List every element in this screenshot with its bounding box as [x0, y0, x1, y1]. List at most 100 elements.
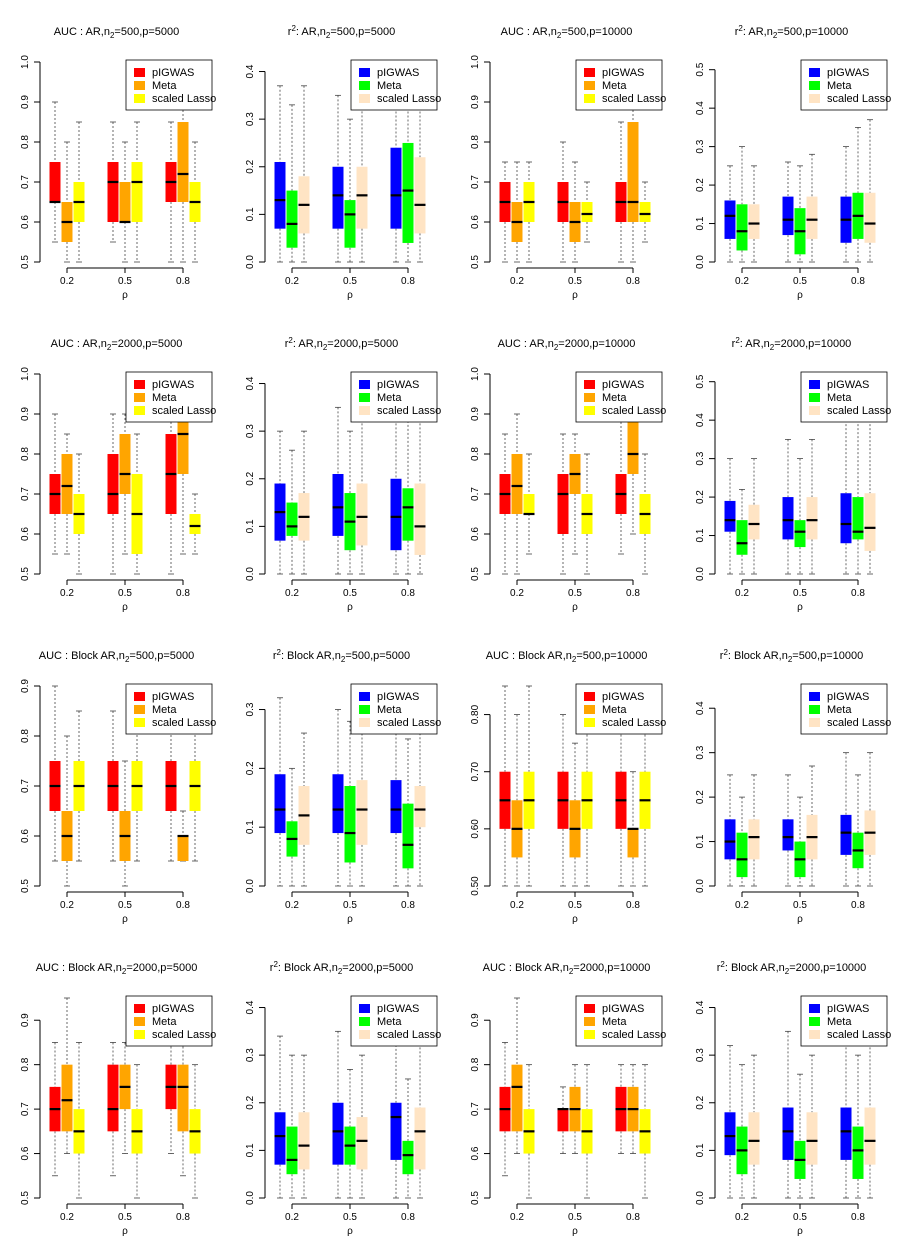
y-tick-label: 0.50 — [470, 876, 481, 896]
chart-title-part: r — [285, 338, 289, 350]
legend-swatch — [809, 81, 820, 90]
chart-svg: AUC : AR,n2=2000,p=10000 0.5 0.6 0.7 0.8 0.9 1… — [470, 338, 666, 613]
box-meta — [627, 413, 639, 535]
chart-title: AUC : AR,n2=2000,p=5000 — [51, 338, 183, 352]
y-tick-label: 0.8 — [20, 729, 31, 743]
chart-title-part: : AR,n — [293, 338, 323, 350]
box-iqr — [414, 786, 426, 828]
box-iqr — [748, 1112, 760, 1165]
box-scaled-lasso — [298, 430, 310, 575]
legend-label: pIGWAS — [827, 379, 869, 391]
legend-swatch — [809, 1004, 820, 1013]
y-tick-label: 0.4 — [695, 101, 706, 115]
y-tick-label: 0.3 — [245, 112, 256, 126]
x-tick-label: 0.8 — [851, 900, 865, 911]
legend-label: scaled Lasso — [152, 1029, 216, 1041]
x-tick-label: 0.8 — [851, 588, 865, 599]
box-scaled-lasso — [581, 453, 593, 575]
box-scaled-lasso — [298, 1054, 310, 1199]
box-scaled-lasso — [523, 161, 535, 263]
box-scaled-lasso — [523, 1064, 535, 1199]
box-meta — [852, 126, 864, 263]
x-axis-label: ρ — [347, 602, 353, 613]
legend-swatch — [359, 718, 370, 727]
legend-label: pIGWAS — [377, 379, 419, 391]
chart-svg: r2: AR,n2=2000,p=100000.00.10.20.30.40.5… — [695, 336, 891, 613]
box-scaled-lasso — [131, 433, 143, 575]
legend-label: Meta — [827, 704, 852, 716]
box-scaled-lasso — [131, 1064, 143, 1199]
y-tick-label: 0.0 — [245, 1191, 256, 1205]
box-iqr — [390, 1102, 402, 1160]
chart-title-part: AUC : Block AR,n — [36, 962, 122, 974]
box-scaled-lasso — [523, 685, 535, 887]
y-tick-label: 0.0 — [245, 879, 256, 893]
legend-label: scaled Lasso — [377, 1029, 441, 1041]
chart-title-part: r — [270, 962, 274, 974]
box-meta — [794, 1073, 806, 1199]
box-iqr — [511, 1064, 523, 1132]
legend-label: pIGWAS — [827, 1003, 869, 1015]
chart-title-part: =500,p=5000 — [129, 650, 194, 662]
chart-title-part: 2 — [720, 960, 725, 969]
box-iqr — [286, 1126, 298, 1175]
chart-title: r2: Block AR,n2=2000,p=10000 — [717, 960, 867, 976]
box-meta — [286, 1054, 298, 1199]
y-tick-label: 0.1 — [245, 1143, 256, 1157]
box-iqr — [61, 454, 73, 514]
chart-title-part: r — [273, 650, 277, 662]
box-meta — [852, 419, 864, 575]
chart-title-part: AUC : AR,n — [501, 26, 557, 38]
box-meta — [794, 458, 806, 575]
box-scaled-lasso — [864, 119, 876, 263]
chart-title-part: =500,p=10000 — [792, 650, 863, 662]
box-pigwas — [557, 714, 569, 887]
legend-swatch — [584, 406, 595, 415]
y-tick-label: 0.1 — [695, 528, 706, 542]
box-iqr — [177, 122, 189, 202]
box-iqr — [177, 414, 189, 474]
x-axis-label: ρ — [797, 1226, 803, 1237]
x-tick-label: 0.5 — [343, 900, 357, 911]
box-scaled-lasso — [189, 141, 201, 263]
chart-svg: r2: Block AR,n2=500,p=100000.00.10.20.30… — [695, 648, 891, 925]
box-iqr — [286, 190, 298, 248]
legend-label: scaled Lasso — [152, 717, 216, 729]
box-iqr — [557, 1109, 569, 1132]
box-pigwas — [332, 709, 344, 887]
legend-label: scaled Lasso — [827, 1029, 891, 1041]
y-tick-label: 0.3 — [695, 1048, 706, 1062]
legend-swatch — [134, 705, 145, 714]
legend-label: pIGWAS — [602, 67, 644, 79]
y-tick-label: 0.1 — [245, 519, 256, 533]
chart-title-part: 2 — [572, 655, 577, 664]
y-tick-label: 0.9 — [470, 95, 481, 109]
box-iqr — [356, 483, 368, 546]
box-scaled-lasso — [806, 153, 818, 263]
y-tick-label: 0.1 — [245, 820, 256, 834]
box-meta — [177, 101, 189, 263]
legend-label: scaled Lasso — [827, 717, 891, 729]
box-pigwas — [782, 438, 794, 575]
chart-title-part: : AR,n — [740, 338, 770, 350]
y-tick-label: 0.8 — [20, 1057, 31, 1071]
chart-title-part: AUC : AR,n — [51, 338, 107, 350]
box-iqr — [724, 1112, 736, 1156]
chart-title-part: : AR,n — [296, 26, 326, 38]
box-pigwas — [332, 94, 344, 263]
chart-title-part: 2 — [554, 343, 559, 352]
legend-label: Meta — [827, 1016, 852, 1028]
x-tick-label: 0.8 — [626, 276, 640, 287]
legend-swatch — [359, 705, 370, 714]
y-tick-label: 0.6 — [20, 1146, 31, 1160]
box-pigwas — [107, 413, 119, 575]
box-scaled-lasso — [414, 720, 426, 887]
x-axis-label: ρ — [572, 290, 578, 301]
box-meta — [736, 488, 748, 575]
x-axis-label: ρ — [572, 914, 578, 925]
box-iqr — [852, 1126, 864, 1179]
y-tick-label: 0.2 — [695, 1095, 706, 1109]
chart-title: AUC : Block AR,n2=2000,p=10000 — [483, 962, 651, 976]
